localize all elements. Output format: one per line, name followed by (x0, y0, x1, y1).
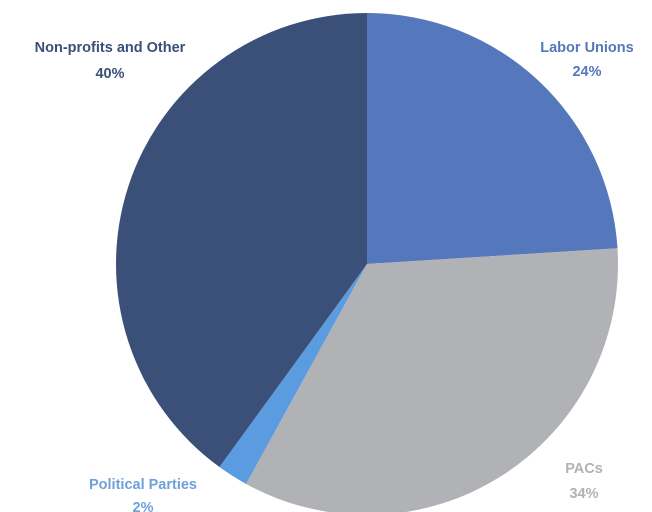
pie-labels: Labor Unions 24% PACs 34% Political Parties 2… (35, 40, 634, 512)
slice-value-pacs: 34% (569, 486, 598, 502)
slice-value-non-profits-and-other: 40% (95, 66, 124, 82)
pie-slice-political-parties (219, 264, 367, 484)
slice-value-labor-unions: 24% (572, 64, 601, 80)
pie-slice-pacs (246, 248, 618, 512)
pie-slice-labor-unions (367, 13, 618, 264)
slice-label-non-profits-and-other: Non-profits and Other (35, 40, 186, 56)
slice-label-political-parties: Political Parties (89, 477, 197, 493)
slice-value-political-parties: 2% (133, 500, 154, 512)
slice-label-labor-unions: Labor Unions (540, 40, 633, 56)
pie-slice-non-profits-and-other (116, 13, 368, 468)
pie-slices (116, 13, 618, 512)
slice-label-pacs: PACs (565, 461, 603, 477)
